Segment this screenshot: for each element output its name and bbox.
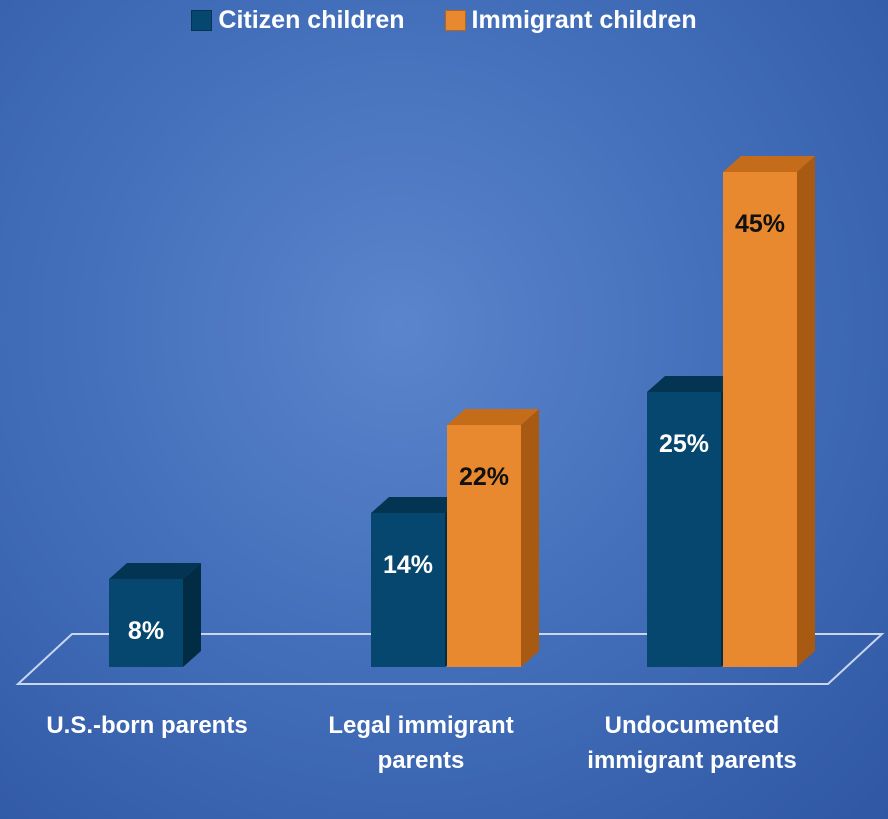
data-label-citizen-children-legal-immigrant-parents: 14% [383, 551, 433, 579]
bar-top-immigrant-children-legal-immigrant-parents [447, 409, 539, 425]
bar-front-immigrant-children-legal-immigrant-parents [447, 425, 521, 667]
legend-item-immigrant-children: Immigrant children [444, 6, 697, 35]
bar-immigrant-children-legal-immigrant-parents: 22% [447, 409, 539, 667]
bars-group: 8% 14% 22% 25% 45% [109, 156, 815, 667]
bar-top-immigrant-children-undocumented-immigrant-parents [723, 156, 815, 172]
legend-swatch-citizen-children [191, 10, 213, 31]
bar-top-citizen-children-legal-immigrant-parents [371, 497, 463, 513]
category-label-undocumented-immigrant-parents: Undocumented immigrant parents [587, 712, 797, 774]
data-label-citizen-children-undocumented-immigrant-parents: 25% [659, 430, 709, 458]
category-label-legal-immigrant-parents: Legal immigrant parents [328, 712, 514, 774]
category-label-us-born-parents: U.S.-born parents [46, 712, 248, 739]
legend-swatch-immigrant-children [444, 10, 466, 31]
data-label-immigrant-children-undocumented-immigrant-parents: 45% [735, 210, 785, 238]
bar-top-citizen-children-undocumented-immigrant-parents [647, 376, 739, 392]
bar-top-citizen-children-u-s-born-parents [109, 563, 201, 579]
bar-side-immigrant-children-undocumented-immigrant-parents [797, 156, 815, 667]
bar-front-citizen-children-undocumented-immigrant-parents [647, 392, 721, 667]
bar-front-citizen-children-u-s-born-parents [109, 579, 183, 667]
bar-side-citizen-children-u-s-born-parents [183, 563, 201, 667]
legend-item-citizen-children: Citizen children [191, 6, 405, 35]
data-label-citizen-children-u-s-born-parents: 8% [128, 617, 164, 645]
legend-label-immigrant-children: Immigrant children [471, 6, 697, 34]
bar-immigrant-children-undocumented-immigrant-parents: 45% [723, 156, 815, 667]
legend: Citizen children Immigrant children [0, 6, 888, 35]
legend-label-citizen-children: Citizen children [218, 6, 405, 34]
bar-citizen-children-u-s-born-parents: 8% [109, 563, 201, 667]
bar-front-immigrant-children-undocumented-immigrant-parents [723, 172, 797, 667]
chart-floor [15, 633, 885, 685]
bar-front-citizen-children-legal-immigrant-parents [371, 513, 445, 667]
bar-side-immigrant-children-legal-immigrant-parents [521, 409, 539, 667]
data-label-immigrant-children-legal-immigrant-parents: 22% [459, 463, 509, 491]
